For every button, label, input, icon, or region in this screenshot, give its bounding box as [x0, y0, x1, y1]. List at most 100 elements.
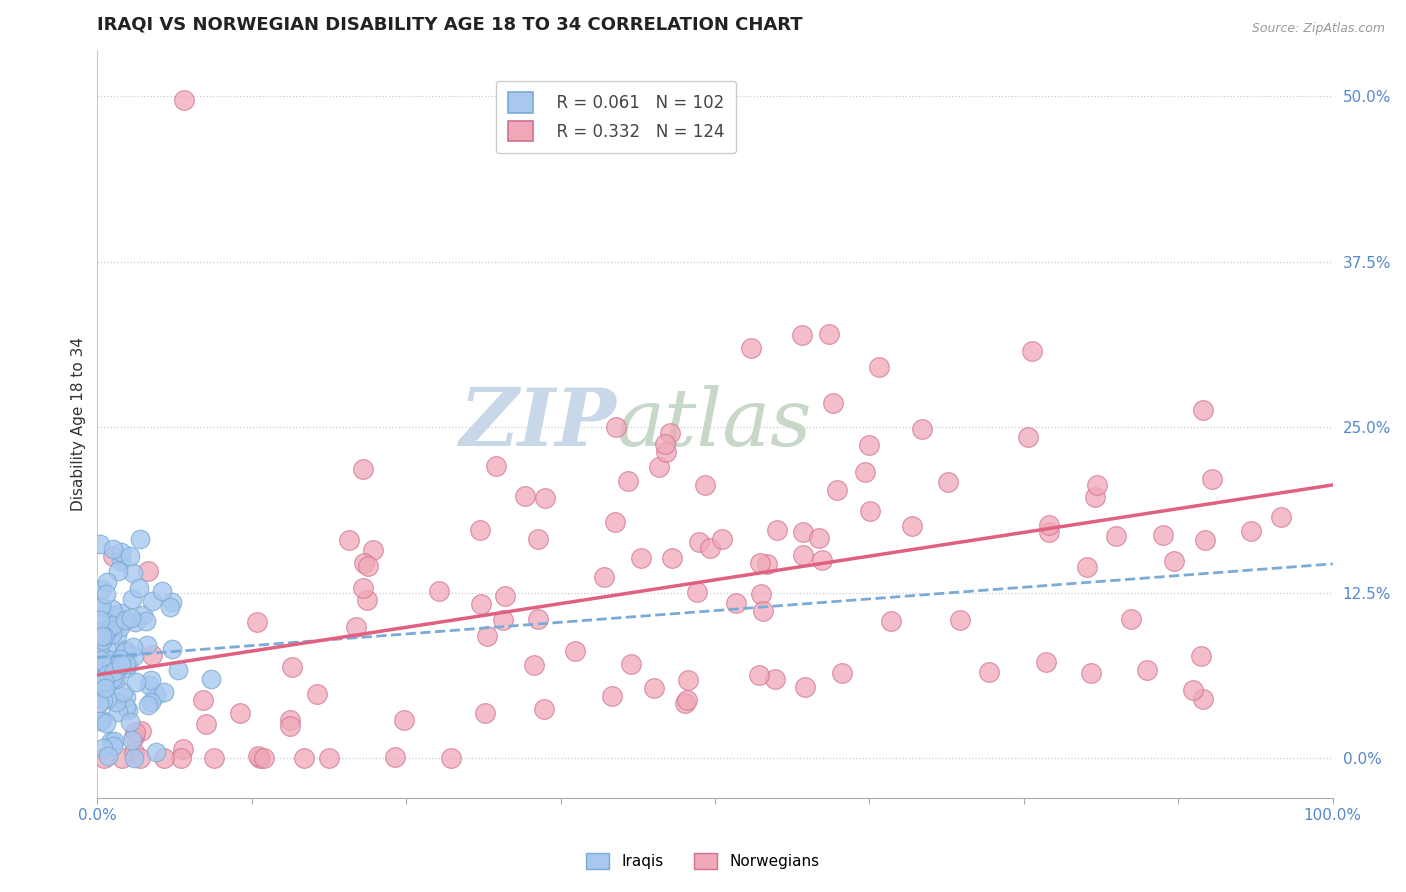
- Point: [100, 734, 122, 748]
- Point: [191, 693, 214, 707]
- Point: [485, 459, 508, 474]
- Point: [361, 543, 384, 558]
- Point: [124, 751, 146, 765]
- Point: [949, 613, 972, 627]
- Point: [513, 489, 536, 503]
- Point: [125, 675, 148, 690]
- Point: [115, 661, 138, 675]
- Point: [136, 638, 159, 652]
- Point: [114, 657, 136, 671]
- Point: [97, 622, 120, 636]
- Point: [122, 648, 145, 663]
- Point: [605, 420, 627, 434]
- Point: [110, 606, 132, 620]
- Point: [1038, 518, 1060, 533]
- Point: [747, 668, 769, 682]
- Point: [527, 532, 550, 546]
- Point: [101, 627, 124, 641]
- Point: [794, 680, 817, 694]
- Point: [153, 685, 176, 699]
- Point: [676, 673, 699, 688]
- Point: [87, 697, 110, 711]
- Point: [103, 734, 125, 748]
- Point: [138, 677, 160, 691]
- Point: [91, 693, 114, 707]
- Point: [724, 596, 747, 610]
- Point: [93, 673, 115, 688]
- Point: [619, 657, 641, 671]
- Point: [122, 566, 145, 581]
- Point: [305, 687, 328, 701]
- Point: [150, 584, 173, 599]
- Point: [98, 653, 121, 667]
- Point: [121, 733, 143, 747]
- Point: [630, 551, 652, 566]
- Point: [564, 644, 586, 658]
- Point: [89, 714, 111, 728]
- Point: [87, 642, 110, 657]
- Point: [90, 653, 112, 667]
- Point: [112, 685, 135, 699]
- Point: [318, 751, 340, 765]
- Point: [352, 581, 374, 595]
- Point: [858, 438, 880, 452]
- Point: [600, 689, 623, 703]
- Point: [131, 723, 153, 738]
- Point: [124, 725, 146, 739]
- Point: [603, 515, 626, 529]
- Point: [120, 611, 142, 625]
- Point: [252, 751, 274, 765]
- Point: [90, 649, 112, 664]
- Point: [246, 749, 269, 764]
- Point: [91, 629, 114, 643]
- Point: [1152, 527, 1174, 541]
- Point: [855, 465, 877, 479]
- Point: [90, 599, 112, 614]
- Point: [344, 620, 367, 634]
- Point: [765, 523, 787, 537]
- Point: [900, 518, 922, 533]
- Point: [89, 613, 111, 627]
- Point: [87, 628, 110, 642]
- Point: [337, 533, 360, 547]
- Point: [118, 715, 141, 730]
- Point: [91, 740, 114, 755]
- Point: [470, 597, 492, 611]
- Point: [96, 749, 118, 764]
- Point: [685, 585, 707, 599]
- Point: [87, 683, 110, 698]
- Point: [384, 749, 406, 764]
- Point: [115, 690, 138, 705]
- Point: [94, 586, 117, 600]
- Point: [159, 600, 181, 615]
- Point: [1182, 683, 1205, 698]
- Point: [111, 653, 134, 667]
- Point: [352, 462, 374, 476]
- Point: [246, 615, 269, 629]
- Point: [107, 628, 129, 642]
- Point: [91, 582, 114, 596]
- Point: [643, 681, 665, 696]
- Point: [533, 491, 555, 506]
- Point: [121, 592, 143, 607]
- Point: [110, 657, 132, 671]
- Point: [353, 556, 375, 570]
- Point: [792, 524, 814, 539]
- Point: [129, 532, 152, 546]
- Point: [194, 716, 217, 731]
- Point: [122, 640, 145, 655]
- Point: [756, 558, 779, 572]
- Point: [1163, 554, 1185, 568]
- Point: [115, 699, 138, 714]
- Point: [1192, 402, 1215, 417]
- Point: [1085, 477, 1108, 491]
- Point: [114, 645, 136, 659]
- Text: ZIP: ZIP: [460, 385, 616, 463]
- Point: [1038, 525, 1060, 540]
- Point: [1194, 533, 1216, 547]
- Point: [440, 751, 463, 765]
- Point: [673, 696, 696, 710]
- Point: [1270, 510, 1292, 524]
- Point: [790, 327, 813, 342]
- Point: [110, 545, 132, 559]
